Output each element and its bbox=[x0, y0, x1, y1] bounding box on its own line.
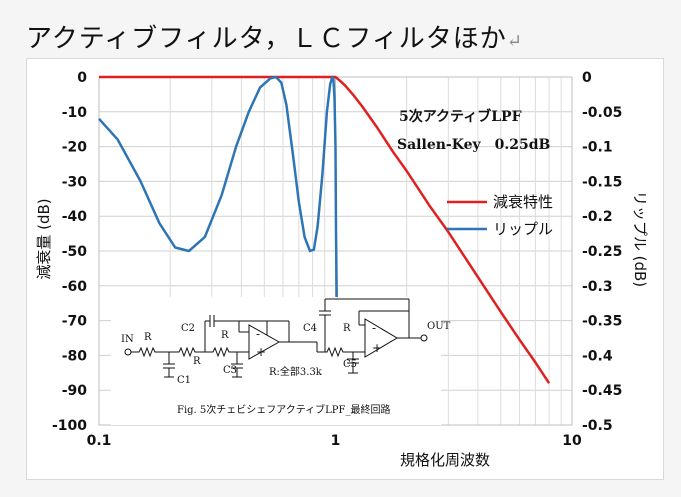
label-in: IN bbox=[121, 334, 134, 345]
label-plus-1: + bbox=[256, 345, 266, 359]
label-c4: C4 bbox=[303, 323, 317, 334]
y-tick-label-right: -0.2 bbox=[582, 209, 613, 225]
x-tick-label: 10 bbox=[562, 433, 582, 449]
y-tick-label-left: -20 bbox=[62, 140, 88, 156]
y-tick-label-right: -0.25 bbox=[582, 244, 622, 260]
y-tick-label-left: 0 bbox=[77, 70, 87, 86]
y-tick-label-left: -30 bbox=[62, 174, 88, 190]
opamp-1 bbox=[248, 324, 281, 360]
chart-svg: 0-10-20-30-40-50-60-70-80-90-1000-0.05-0… bbox=[35, 70, 649, 469]
x-axis-label: 規格化周波数 bbox=[400, 451, 490, 469]
paragraph-mark: ↵ bbox=[506, 31, 523, 52]
resistor-r4 bbox=[317, 346, 353, 358]
label-minus-1: - bbox=[256, 327, 260, 341]
output-terminal bbox=[420, 334, 428, 342]
y-axis-left-label: 減衰量 (dB) bbox=[35, 198, 53, 279]
label-plus-2: + bbox=[372, 341, 382, 355]
y-tick-label-left: -90 bbox=[62, 383, 88, 399]
y-tick-label-left: -50 bbox=[62, 244, 88, 260]
x-tick-label: 0.1 bbox=[87, 433, 112, 449]
y-tick-label-left: -100 bbox=[52, 418, 87, 434]
y-tick-label-left: -40 bbox=[62, 209, 88, 225]
label-c1: C1 bbox=[177, 375, 191, 386]
y-axis-right-label: リップル (dB) bbox=[631, 191, 649, 287]
label-r4: R bbox=[343, 323, 351, 334]
annotation-title: 5次アクティブLPF bbox=[399, 108, 522, 125]
label-r3: R bbox=[221, 330, 229, 341]
legend-label-ripple: リップル bbox=[493, 220, 553, 238]
heading-text: アクティブフィルタ，ＬＣフィルタほか bbox=[26, 24, 507, 54]
label-minus-2: - bbox=[372, 321, 376, 335]
chart-frame: 0 -10 -20 -30 -40 -50 -60 -70 -80 -90 -100 0 -0.05 -0… bbox=[26, 58, 664, 480]
y-tick-label-right: -0.45 bbox=[582, 383, 622, 399]
resistor-r3 bbox=[205, 346, 237, 358]
series-lines bbox=[98, 75, 551, 384]
legend: 減衰特性 リップル bbox=[447, 193, 553, 238]
tick-labels: 0-10-20-30-40-50-60-70-80-90-1000-0.05-0… bbox=[52, 70, 622, 449]
y-tick-label-right: -0.5 bbox=[582, 418, 613, 434]
y-tick-label-right: -0.15 bbox=[582, 174, 622, 190]
schematic-labels: IN R R R R C1 C2 C3 C4 C5 OUT R:全部3.3k -… bbox=[121, 321, 451, 416]
y-tick-label-left: -80 bbox=[62, 348, 88, 364]
document-heading: アクティブフィルタ，ＬＣフィルタほか↵ bbox=[26, 18, 523, 55]
y-tick-label-left: -70 bbox=[62, 314, 88, 330]
y-tick-label-right: -0.05 bbox=[582, 105, 622, 121]
y-tick-label-right: -0.1 bbox=[582, 140, 613, 156]
opamp-2 bbox=[364, 318, 398, 358]
y-tick-label-right: -0.3 bbox=[582, 279, 613, 295]
label-r2: R bbox=[193, 356, 201, 367]
input-terminal bbox=[124, 348, 132, 356]
schematic-caption: Fig. 5次チェビシェフアクティブLPF_最終回路 bbox=[177, 403, 390, 416]
series-line-attenuation bbox=[99, 75, 551, 384]
y-tick-label-left: -10 bbox=[62, 105, 88, 121]
y-tick-label-right: -0.35 bbox=[582, 314, 622, 330]
x-tick-label: 1 bbox=[331, 433, 341, 449]
label-resistor-note: R:全部3.3k bbox=[269, 365, 323, 378]
label-c5: C5 bbox=[343, 359, 357, 370]
label-r1: R bbox=[144, 332, 152, 343]
label-c3: C3 bbox=[223, 365, 237, 376]
label-out: OUT bbox=[427, 321, 451, 332]
annotation-subtitle: Sallen-Key 0.25dB bbox=[397, 137, 551, 153]
y-tick-label-right: -0.4 bbox=[582, 348, 613, 364]
label-c2: C2 bbox=[181, 323, 195, 334]
resistor-r1 bbox=[131, 346, 169, 358]
legend-label-attenuation: 減衰特性 bbox=[493, 193, 553, 211]
series-line-ripple bbox=[98, 75, 338, 300]
y-tick-label-right: 0 bbox=[582, 70, 592, 86]
circuit-schematic bbox=[111, 297, 441, 425]
y-tick-label-left: -60 bbox=[62, 279, 88, 295]
